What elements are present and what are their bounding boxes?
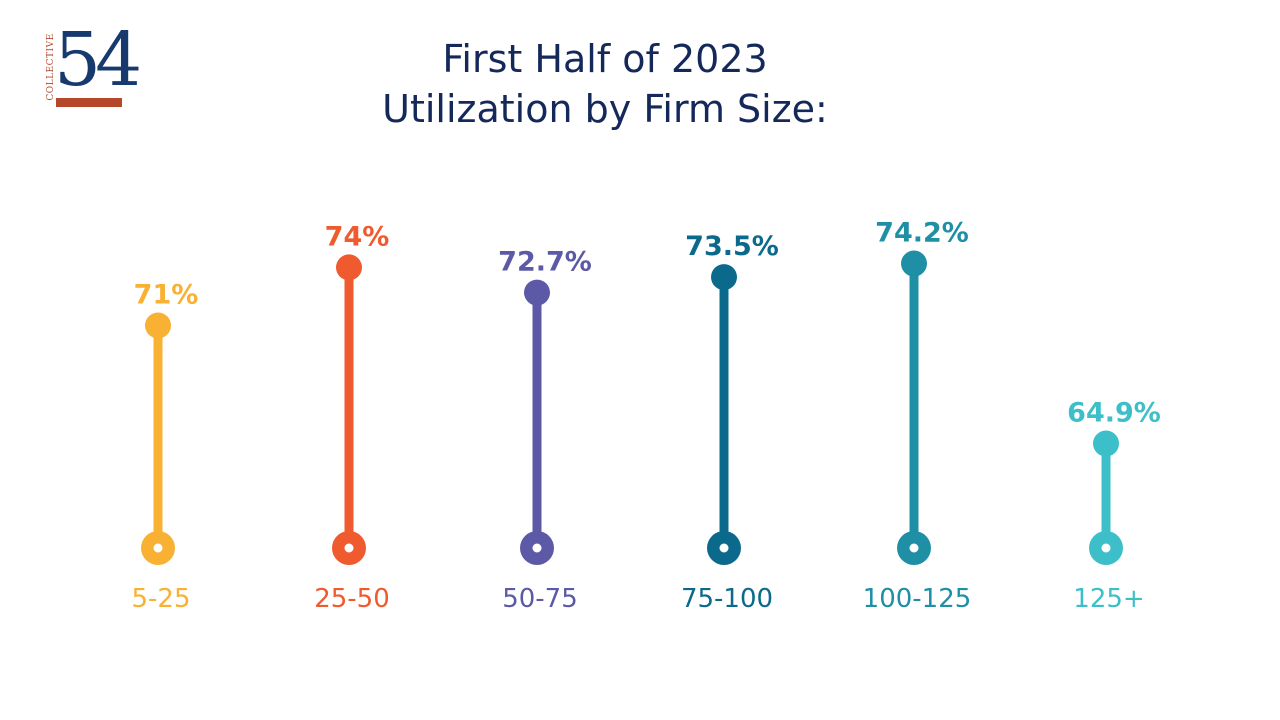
lollipop-base-dot bbox=[1101, 543, 1111, 553]
lollipop-head bbox=[711, 264, 737, 291]
category-label: 25-50 bbox=[314, 584, 390, 614]
lollipop-head bbox=[1093, 430, 1119, 457]
lollipop-base-dot bbox=[153, 543, 163, 553]
lollipop-head bbox=[336, 254, 362, 281]
lollipop-base-dot bbox=[532, 543, 542, 553]
category-label: 125+ bbox=[1073, 584, 1144, 614]
value-label: 74% bbox=[325, 221, 390, 252]
value-label: 64.9% bbox=[1067, 398, 1161, 429]
category-label: 5-25 bbox=[131, 584, 190, 614]
value-label: 72.7% bbox=[498, 247, 592, 278]
collective-54-logo: COLLECTIVE 54 bbox=[42, 20, 142, 112]
lollipop-base-dot bbox=[719, 543, 729, 553]
logo-number: 54 bbox=[54, 17, 142, 103]
category-label: 50-75 bbox=[502, 584, 578, 614]
lollipop-head bbox=[901, 250, 927, 277]
logo-bar bbox=[56, 98, 122, 107]
lollipop-head bbox=[145, 312, 171, 339]
chart-title: First Half of 2023 Utilization by Firm S… bbox=[0, 34, 1210, 134]
category-label: 75-100 bbox=[681, 584, 773, 614]
value-label: 73.5% bbox=[685, 231, 779, 262]
chart-title-line-2: Utilization by Firm Size: bbox=[382, 87, 828, 131]
value-label: 71% bbox=[134, 279, 199, 310]
category-label: 100-125 bbox=[863, 584, 972, 614]
chart-title-line-1: First Half of 2023 bbox=[442, 37, 768, 81]
value-label: 74.2% bbox=[875, 218, 969, 249]
lollipop-head bbox=[524, 279, 550, 306]
lollipop-base-dot bbox=[909, 543, 919, 553]
lollipop-base-dot bbox=[344, 543, 354, 553]
